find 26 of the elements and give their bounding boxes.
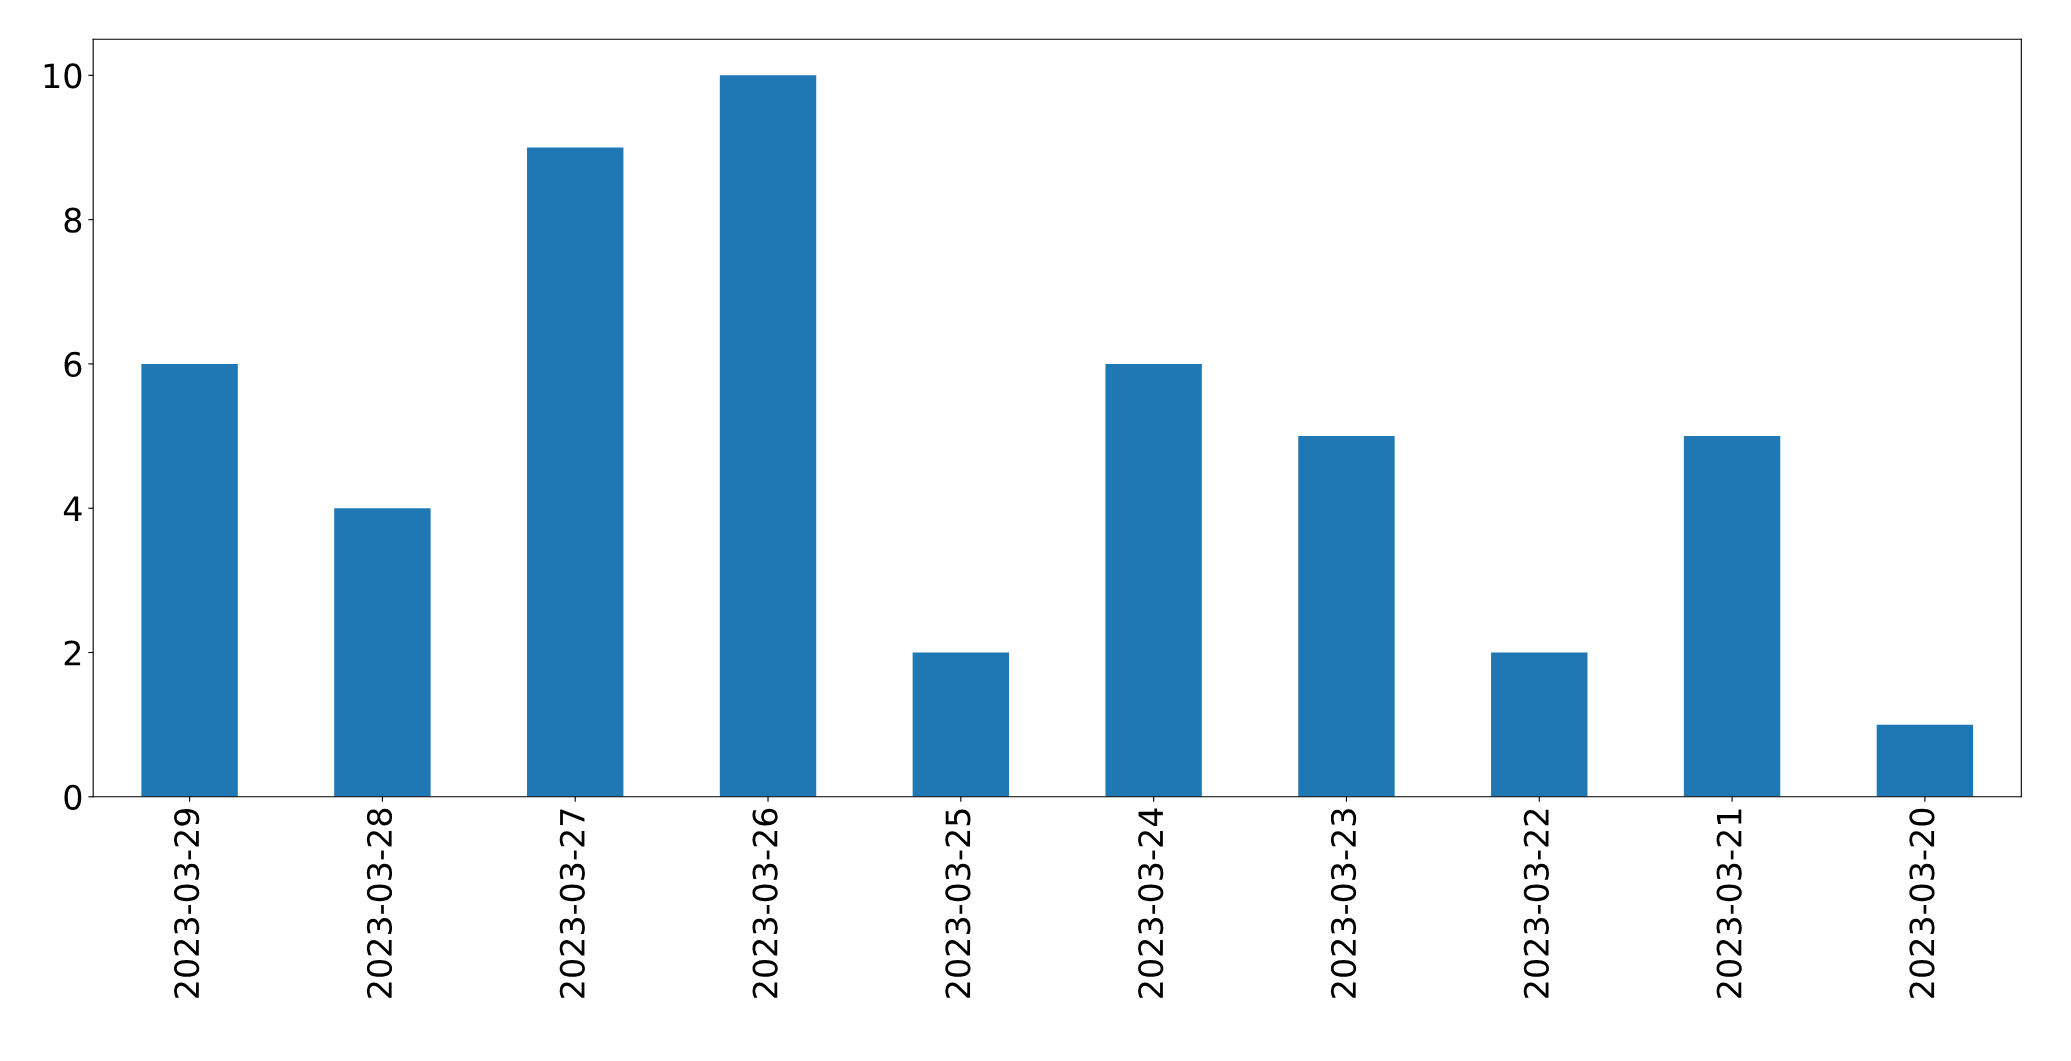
x-tick-label: 2023-03-27 bbox=[559, 809, 585, 998]
y-tick-label: 6 bbox=[64, 351, 82, 378]
bar bbox=[141, 363, 238, 797]
x-tick-label: 2023-03-28 bbox=[366, 808, 393, 998]
x-tick-label: 2023-03-21 bbox=[1716, 809, 1742, 998]
bar bbox=[912, 652, 1010, 797]
x-tick-label: 2023-03-25 bbox=[945, 809, 971, 998]
x-tick-label: 2023-03-23 bbox=[1330, 809, 1357, 998]
bar bbox=[527, 147, 624, 797]
bar bbox=[1683, 436, 1781, 797]
bar bbox=[719, 75, 817, 797]
bar bbox=[1105, 363, 1202, 797]
x-tick-label: 2023-03-26 bbox=[752, 808, 778, 998]
x-tick-label: 2023-03-22 bbox=[1523, 809, 1549, 998]
bar bbox=[1298, 436, 1395, 797]
y-tick-label: 2 bbox=[64, 640, 81, 666]
bar bbox=[1491, 652, 1588, 797]
bar bbox=[334, 508, 431, 797]
x-tick-label: 2023-03-29 bbox=[174, 808, 200, 998]
y-tick-label: 10 bbox=[44, 63, 82, 89]
y-tick-label: 0 bbox=[64, 784, 82, 810]
y-tick-label: 8 bbox=[64, 207, 82, 233]
x-tick-label: 2023-03-20 bbox=[1909, 808, 1935, 998]
x-tick-label: 2023-03-24 bbox=[1138, 808, 1164, 998]
y-tick-label: 4 bbox=[63, 496, 82, 521]
bar bbox=[1876, 724, 1974, 797]
